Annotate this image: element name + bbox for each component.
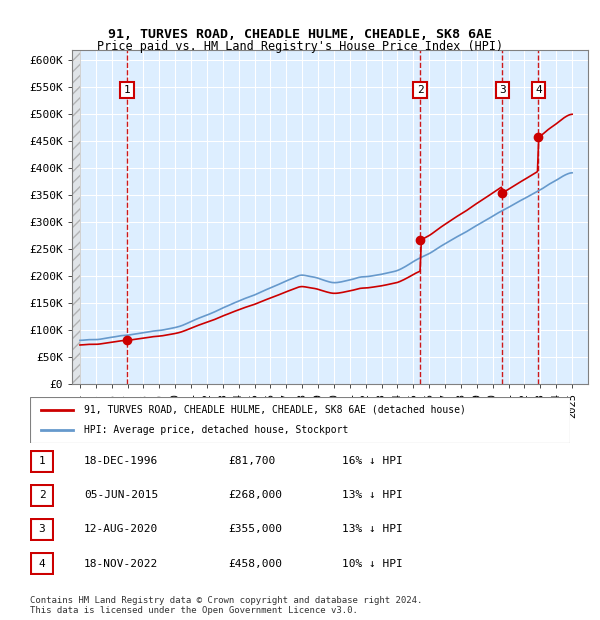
Text: 1: 1 xyxy=(38,456,46,466)
Text: 4: 4 xyxy=(535,85,542,95)
Text: £355,000: £355,000 xyxy=(228,525,282,534)
Text: 05-JUN-2015: 05-JUN-2015 xyxy=(84,490,158,500)
Text: 91, TURVES ROAD, CHEADLE HULME, CHEADLE, SK8 6AE (detached house): 91, TURVES ROAD, CHEADLE HULME, CHEADLE,… xyxy=(84,405,466,415)
Text: 3: 3 xyxy=(38,525,46,534)
Text: 2: 2 xyxy=(38,490,46,500)
Text: 10% ↓ HPI: 10% ↓ HPI xyxy=(342,559,403,569)
Text: 1: 1 xyxy=(124,85,130,95)
Text: 3: 3 xyxy=(499,85,506,95)
FancyBboxPatch shape xyxy=(31,451,53,472)
Text: 18-NOV-2022: 18-NOV-2022 xyxy=(84,559,158,569)
FancyBboxPatch shape xyxy=(30,397,570,443)
FancyBboxPatch shape xyxy=(31,553,53,574)
Text: Price paid vs. HM Land Registry's House Price Index (HPI): Price paid vs. HM Land Registry's House … xyxy=(97,40,503,53)
Text: 2: 2 xyxy=(417,85,424,95)
Text: 91, TURVES ROAD, CHEADLE HULME, CHEADLE, SK8 6AE: 91, TURVES ROAD, CHEADLE HULME, CHEADLE,… xyxy=(108,28,492,41)
Text: 4: 4 xyxy=(38,559,46,569)
Text: 13% ↓ HPI: 13% ↓ HPI xyxy=(342,490,403,500)
Text: HPI: Average price, detached house, Stockport: HPI: Average price, detached house, Stoc… xyxy=(84,425,349,435)
Text: Contains HM Land Registry data © Crown copyright and database right 2024.
This d: Contains HM Land Registry data © Crown c… xyxy=(30,596,422,615)
Text: 18-DEC-1996: 18-DEC-1996 xyxy=(84,456,158,466)
Text: £458,000: £458,000 xyxy=(228,559,282,569)
FancyBboxPatch shape xyxy=(31,485,53,506)
Text: 16% ↓ HPI: 16% ↓ HPI xyxy=(342,456,403,466)
Text: £81,700: £81,700 xyxy=(228,456,275,466)
Text: £268,000: £268,000 xyxy=(228,490,282,500)
Text: 13% ↓ HPI: 13% ↓ HPI xyxy=(342,525,403,534)
FancyBboxPatch shape xyxy=(31,519,53,540)
Text: 12-AUG-2020: 12-AUG-2020 xyxy=(84,525,158,534)
